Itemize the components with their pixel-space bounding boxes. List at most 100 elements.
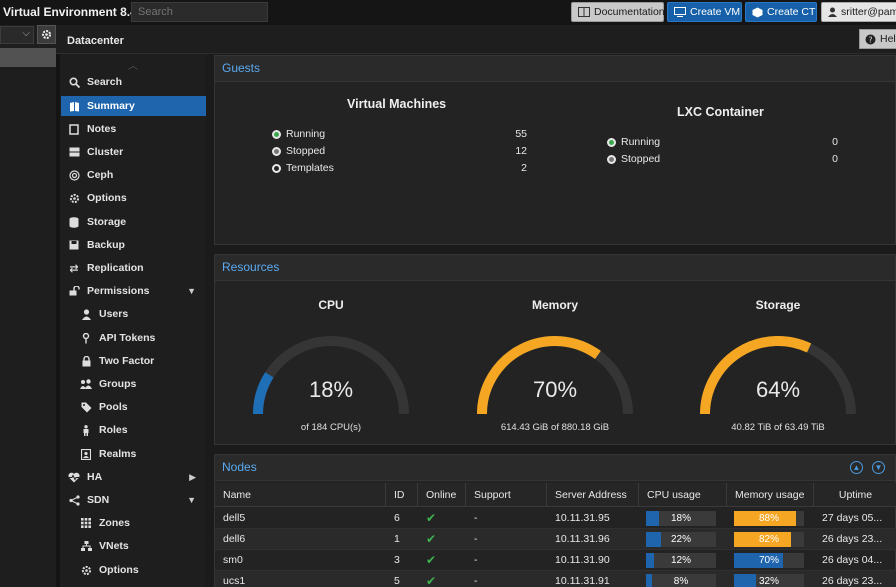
splitter[interactable] [56,54,60,587]
column-header-support[interactable]: Support [466,483,547,507]
nav-label: HA [87,471,103,483]
panel-title: Resources [215,255,895,281]
table-row[interactable]: dell6 1 ✔ - 10.11.31.96 22% 82% 26 days … [215,529,896,550]
nav-item-groups[interactable]: Groups [61,374,206,394]
help-label: Help [880,33,896,45]
create-ct-button[interactable]: Create CT [745,2,817,22]
node-support: - [474,512,478,524]
nav-item-backup[interactable]: Backup [61,235,206,255]
server-icon [68,146,80,158]
nav-label: SDN [87,494,110,506]
column-header-name[interactable]: Name [215,483,386,507]
nav-item-two-factor[interactable]: Two Factor [61,351,206,371]
user-menu-button[interactable]: sritter@pam [821,2,896,22]
column-header-online[interactable]: Online [418,483,466,507]
nav-item-zones[interactable]: Zones [61,513,206,533]
vm-running-count: 55 [515,128,527,140]
nav-label: Ceph [87,169,114,181]
breadcrumb: Datacenter [67,35,124,47]
nav-item-realms[interactable]: Realms [61,444,206,464]
nav-label: Options [87,192,127,204]
view-select[interactable]: ⌵ [0,26,34,44]
memory-detail: 614.43 GiB of 880.18 GiB [500,422,610,433]
nav-item-replication[interactable]: ⇄ Replication [61,258,206,278]
node-name: dell5 [223,512,246,524]
column-header-cpu-usage[interactable]: CPU usage [639,483,727,507]
cpu-gauge [253,336,409,415]
create-vm-button[interactable]: Create VM [667,2,742,22]
row-label: Templates [286,162,334,174]
cpu-usage-label: 18% [670,513,691,524]
online-check-icon: ✔ [426,511,437,525]
nav-item-cluster[interactable]: Cluster [61,142,206,162]
memory-usage-label: 32% [758,576,779,587]
column-header-id[interactable]: ID [386,483,418,507]
collapse-up-icon[interactable]: ▲ [850,461,863,474]
column-header-uptime[interactable]: Uptime [838,489,873,501]
nav-item-notes[interactable]: Notes [61,119,206,139]
node-id: 6 [394,512,400,524]
node-support: - [474,554,478,566]
nav-label: Pools [99,401,128,413]
nav-label: Users [99,308,129,320]
floppy-icon [68,239,80,251]
th-icon [80,517,92,529]
gear-icon [68,192,80,204]
nav-item-permissions[interactable]: Permissions ▼ [61,281,206,301]
nav-item-pools[interactable]: Pools [61,397,206,417]
nav-item-api-tokens[interactable]: API Tokens [61,328,206,348]
expand-down-icon[interactable]: ▼ [872,461,885,474]
nav-item-summary[interactable]: Summary [61,96,206,116]
node-address: 10.11.31.91 [555,575,610,587]
nav-label: Two Factor [99,355,155,367]
nav-item-sdn-options[interactable]: Options [61,560,206,580]
nav-label: Backup [87,239,125,251]
column-header-server-address[interactable]: Server Address [547,483,639,507]
running-status-icon [272,129,281,139]
caret-down-icon[interactable]: ▼ [187,286,196,296]
nav-label: VNets [99,540,129,552]
online-check-icon: ✔ [426,553,437,567]
breadcrumb-bar [0,25,896,54]
vm-running-row: Running [272,128,325,140]
table-row[interactable]: ucs1 5 ✔ - 10.11.31.91 8% 32% 26 days 23… [215,571,896,587]
nav-item-roles[interactable]: Roles [61,420,206,440]
create-ct-label: Create CT [767,6,816,18]
nav-item-storage[interactable]: Storage [61,212,206,232]
node-address: 10.11.31.96 [555,533,610,545]
node-address: 10.11.31.90 [555,554,610,566]
nav-item-ha[interactable]: HA ▶ [61,467,206,487]
column-header-memory-usage[interactable]: Memory usage [727,483,814,507]
tree-item-datacenter[interactable] [0,48,56,67]
sdn-icon [68,494,80,506]
tree-settings-button[interactable] [37,25,56,44]
search-icon [68,76,80,88]
nav-item-sdn[interactable]: SDN ▼ [61,490,206,510]
nav-item-vnets[interactable]: VNets [61,536,206,556]
help-button[interactable]: ? Help [859,29,896,49]
table-row[interactable]: sm0 3 ✔ - 10.11.31.90 12% 70% 26 days 04… [215,550,896,571]
documentation-label: Documentation [594,6,665,18]
table-row[interactable]: dell5 6 ✔ - 10.11.31.95 18% 88% 27 days … [215,508,896,529]
caret-down-icon[interactable]: ▼ [187,495,196,505]
lxc-running-count: 0 [832,136,838,148]
memory-usage-bar: 70% [734,553,804,568]
storage-title: Storage [755,298,801,312]
key-icon [80,332,92,344]
chevron-up-icon[interactable]: ︿ [128,61,138,72]
nav-item-ceph[interactable]: Ceph [61,165,206,185]
vm-templates-count: 2 [521,162,527,174]
cpu-usage-fill [646,574,652,587]
stopped-status-icon [272,146,281,156]
cpu-usage-bar: 8% [646,574,716,587]
documentation-button[interactable]: Documentation [571,2,665,22]
search-input[interactable] [131,2,268,22]
notes-icon [68,123,80,135]
node-support: - [474,533,478,545]
nav-item-search[interactable]: Search [61,72,206,92]
nav-item-options[interactable]: Options [61,188,206,208]
nav-item-users[interactable]: Users [61,304,206,324]
user-icon [80,308,92,320]
memory-usage-fill [734,574,756,587]
caret-right-icon[interactable]: ▶ [189,471,196,482]
